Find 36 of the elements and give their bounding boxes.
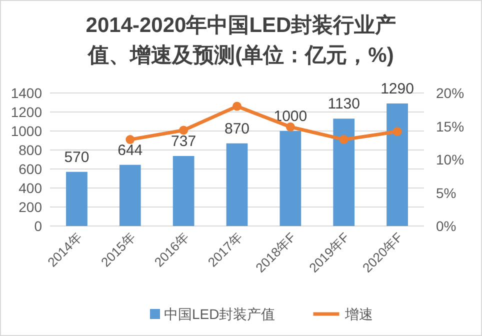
y-tick-label: 1200 <box>10 104 42 120</box>
bar <box>333 118 355 226</box>
chart-title: 2014-2020年中国LED封装行业产值、增速及预测(单位：亿元，%) <box>86 13 396 67</box>
y-tick-label: 200 <box>18 199 42 215</box>
y-tick-label: 0 <box>34 218 42 234</box>
y-tick-label: 400 <box>18 180 42 196</box>
legend-label: 增速 <box>344 306 374 322</box>
bar <box>66 172 88 226</box>
bar <box>386 103 408 226</box>
data-label: 870 <box>224 120 250 138</box>
bar <box>172 156 194 226</box>
y2-tick-label: 10% <box>436 152 464 168</box>
data-label: 570 <box>64 148 90 166</box>
point <box>339 135 348 144</box>
legend-label: 中国LED封装产值 <box>164 306 276 322</box>
y2-tick-label: 5% <box>436 184 456 201</box>
data-label: 1130 <box>328 96 360 113</box>
data-label: 644 <box>118 142 143 159</box>
y-tick-label: 1000 <box>10 123 42 139</box>
bar <box>280 131 302 226</box>
y2-tick-label: 20% <box>436 85 464 101</box>
point <box>232 102 242 111</box>
y2-tick-label: 0% <box>436 218 456 234</box>
point <box>392 127 402 136</box>
data-label: 1000 <box>274 108 308 125</box>
y-tick-label: 600 <box>18 161 42 177</box>
y-tick-label: 1400 <box>10 85 42 101</box>
point <box>286 122 295 132</box>
point <box>179 126 188 135</box>
data-label: 1290 <box>380 80 414 98</box>
y2-tick-label: 15% <box>436 118 464 134</box>
y-tick-label: 800 <box>18 142 42 158</box>
data-label: 737 <box>171 132 196 150</box>
bar <box>119 164 141 226</box>
point <box>126 135 135 144</box>
bar <box>226 143 248 226</box>
